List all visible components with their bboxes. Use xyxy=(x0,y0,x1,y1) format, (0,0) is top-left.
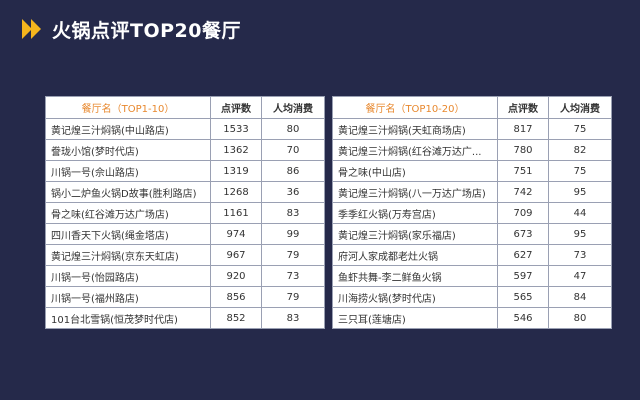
avg-spend-cell: 95 xyxy=(548,223,612,245)
avg-spend-cell: 36 xyxy=(261,181,325,203)
avg-spend-cell: 86 xyxy=(261,160,325,182)
restaurant-name-cell: 府河人家成都老灶火锅 xyxy=(332,244,498,266)
restaurant-name-cell: 黄记煌三汁焖锅(家乐福店) xyxy=(332,223,498,245)
table-row: 黄记煌三汁焖锅(家乐福店) 673 95 xyxy=(332,223,612,245)
column-header-reviews: 点评数 xyxy=(497,96,549,119)
table-row: 三只耳(莲塘店) 546 80 xyxy=(332,307,612,329)
review-count-cell: 920 xyxy=(210,265,262,287)
column-header-name: 餐厅名（TOP10-20） xyxy=(332,96,498,119)
restaurant-name-cell: 四川香天下火锅(绳金塔店) xyxy=(45,223,211,245)
restaurant-name-cell: 誊珑小馆(梦时代店) xyxy=(45,139,211,161)
avg-spend-cell: 79 xyxy=(261,286,325,308)
review-count-cell: 856 xyxy=(210,286,262,308)
review-count-cell: 974 xyxy=(210,223,262,245)
table-row: 川锅一号(佘山路店) 1319 86 xyxy=(45,160,325,182)
table-row: 黄记煌三汁焖锅(京东天虹店) 967 79 xyxy=(45,244,325,266)
restaurant-name-cell: 川锅一号(怡园路店) xyxy=(45,265,211,287)
column-header-reviews: 点评数 xyxy=(210,96,262,119)
table-header-row: 餐厅名（TOP10-20） 点评数 人均消费 xyxy=(332,96,612,119)
review-count-cell: 1161 xyxy=(210,202,262,224)
avg-spend-cell: 73 xyxy=(261,265,325,287)
avg-spend-cell: 95 xyxy=(548,181,612,203)
restaurant-name-cell: 黄记煌三汁焖锅(八一万达广场店) xyxy=(332,181,498,203)
review-count-cell: 597 xyxy=(497,265,549,287)
review-count-cell: 852 xyxy=(210,307,262,329)
table-row: 黄记煌三汁焖锅(中山路店) 1533 80 xyxy=(45,118,325,140)
restaurant-name-cell: 季季红火锅(万寿宫店) xyxy=(332,202,498,224)
table-header-row: 餐厅名（TOP1-10） 点评数 人均消费 xyxy=(45,96,325,119)
restaurant-name-cell: 川锅一号(佘山路店) xyxy=(45,160,211,182)
avg-spend-cell: 73 xyxy=(548,244,612,266)
avg-spend-cell: 79 xyxy=(261,244,325,266)
avg-spend-cell: 80 xyxy=(548,307,612,329)
avg-spend-cell: 44 xyxy=(548,202,612,224)
table-row: 骨之味(红谷滩万达广场店) 1161 83 xyxy=(45,202,325,224)
restaurant-name-cell: 黄记煌三汁焖锅(红谷滩万达广... xyxy=(332,139,498,161)
table-row: 黄记煌三汁焖锅(红谷滩万达广... 780 82 xyxy=(332,139,612,161)
avg-spend-cell: 75 xyxy=(548,160,612,182)
review-count-cell: 709 xyxy=(497,202,549,224)
avg-spend-cell: 75 xyxy=(548,118,612,140)
column-header-avg-spend: 人均消费 xyxy=(548,96,612,119)
review-count-cell: 742 xyxy=(497,181,549,203)
restaurant-name-cell: 骨之味(中山店) xyxy=(332,160,498,182)
table-row: 锅小二炉鱼火锅D故事(胜利路店) 1268 36 xyxy=(45,181,325,203)
restaurant-name-cell: 三只耳(莲塘店) xyxy=(332,307,498,329)
top10-20-table: 餐厅名（TOP10-20） 点评数 人均消费 黄记煌三汁焖锅(天虹商场店) 817… xyxy=(332,96,612,329)
table-row: 川海捞火锅(梦时代店) 565 84 xyxy=(332,286,612,308)
restaurant-name-cell: 黄记煌三汁焖锅(中山路店) xyxy=(45,118,211,140)
review-count-cell: 817 xyxy=(497,118,549,140)
column-header-name: 餐厅名（TOP1-10） xyxy=(45,96,211,119)
table-row: 川锅一号(福州路店) 856 79 xyxy=(45,286,325,308)
review-count-cell: 780 xyxy=(497,139,549,161)
table-row: 川锅一号(怡园路店) 920 73 xyxy=(45,265,325,287)
avg-spend-cell: 83 xyxy=(261,202,325,224)
table-row: 黄记煌三汁焖锅(八一万达广场店) 742 95 xyxy=(332,181,612,203)
review-count-cell: 565 xyxy=(497,286,549,308)
double-chevron-icon xyxy=(22,19,41,39)
review-count-cell: 751 xyxy=(497,160,549,182)
table-row: 府河人家成都老灶火锅 627 73 xyxy=(332,244,612,266)
review-count-cell: 1268 xyxy=(210,181,262,203)
restaurant-name-cell: 骨之味(红谷滩万达广场店) xyxy=(45,202,211,224)
review-count-cell: 673 xyxy=(497,223,549,245)
review-count-cell: 546 xyxy=(497,307,549,329)
page-title: 火锅点评TOP20餐厅 xyxy=(52,19,241,42)
review-count-cell: 1362 xyxy=(210,139,262,161)
avg-spend-cell: 84 xyxy=(548,286,612,308)
avg-spend-cell: 47 xyxy=(548,265,612,287)
restaurant-name-cell: 黄记煌三汁焖锅(京东天虹店) xyxy=(45,244,211,266)
top1-10-table: 餐厅名（TOP1-10） 点评数 人均消费 黄记煌三汁焖锅(中山路店) 1533 8… xyxy=(45,96,325,329)
column-header-avg-spend: 人均消费 xyxy=(261,96,325,119)
table-row: 鱼虾共舞-李二鲜鱼火锅 597 47 xyxy=(332,265,612,287)
table-row: 四川香天下火锅(绳金塔店) 974 99 xyxy=(45,223,325,245)
table-row: 季季红火锅(万寿宫店) 709 44 xyxy=(332,202,612,224)
restaurant-name-cell: 川海捞火锅(梦时代店) xyxy=(332,286,498,308)
avg-spend-cell: 99 xyxy=(261,223,325,245)
restaurant-name-cell: 川锅一号(福州路店) xyxy=(45,286,211,308)
restaurant-name-cell: 101台北雪锅(恒茂梦时代店) xyxy=(45,307,211,329)
page-header: 火锅点评TOP20餐厅 xyxy=(22,12,241,46)
restaurant-name-cell: 锅小二炉鱼火锅D故事(胜利路店) xyxy=(45,181,211,203)
restaurant-name-cell: 黄记煌三汁焖锅(天虹商场店) xyxy=(332,118,498,140)
review-count-cell: 1533 xyxy=(210,118,262,140)
avg-spend-cell: 80 xyxy=(261,118,325,140)
table-row: 黄记煌三汁焖锅(天虹商场店) 817 75 xyxy=(332,118,612,140)
review-count-cell: 627 xyxy=(497,244,549,266)
avg-spend-cell: 82 xyxy=(548,139,612,161)
table-row: 骨之味(中山店) 751 75 xyxy=(332,160,612,182)
avg-spend-cell: 70 xyxy=(261,139,325,161)
restaurant-name-cell: 鱼虾共舞-李二鲜鱼火锅 xyxy=(332,265,498,287)
avg-spend-cell: 83 xyxy=(261,307,325,329)
table-row: 101台北雪锅(恒茂梦时代店) 852 83 xyxy=(45,307,325,329)
review-count-cell: 1319 xyxy=(210,160,262,182)
table-row: 誊珑小馆(梦时代店) 1362 70 xyxy=(45,139,325,161)
review-count-cell: 967 xyxy=(210,244,262,266)
